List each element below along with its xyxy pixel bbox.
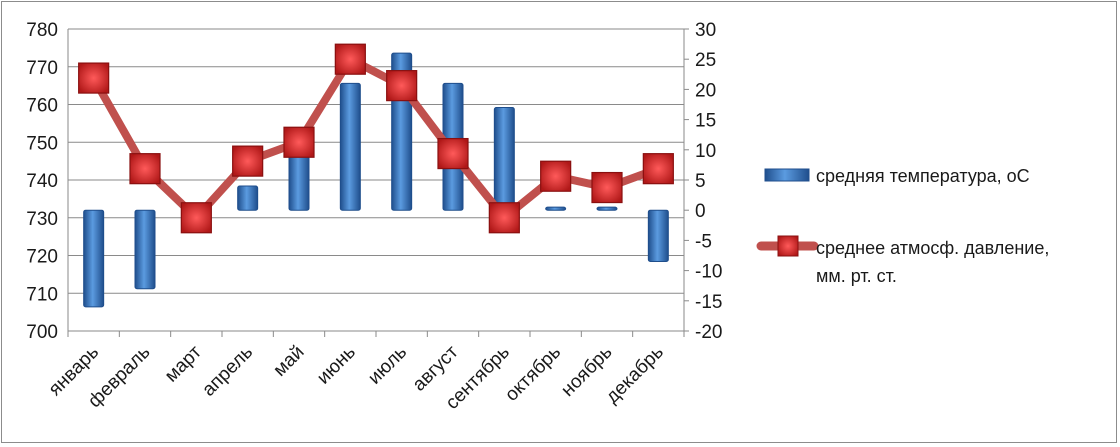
pressure-line xyxy=(78,43,674,234)
gridlines xyxy=(68,28,684,332)
x-category-label: декабрь xyxy=(602,342,668,408)
pressure-marker xyxy=(642,153,674,185)
temperature-bar xyxy=(647,209,669,263)
legend-temperature-label: средняя температура, оС xyxy=(816,166,1030,186)
pressure-marker xyxy=(129,153,161,185)
y-right-tick-label: -10 xyxy=(695,262,722,283)
y-left-tick-label: 740 xyxy=(26,171,58,192)
y-right-tick-label: 15 xyxy=(695,111,716,132)
x-category-label: март xyxy=(161,341,206,386)
pressure-marker xyxy=(334,43,366,75)
pressure-marker xyxy=(283,126,315,158)
temperature-bar xyxy=(288,155,310,211)
temperature-bar xyxy=(596,206,618,211)
x-category-label: июль xyxy=(364,342,411,389)
y-left-tick-label: 720 xyxy=(26,247,58,268)
y-right-tick-label: -15 xyxy=(695,292,722,313)
x-category-label: апрель xyxy=(198,342,257,401)
combo-chart: 700 710 720 730 740 750 760 770 780 -20 -15 -10 -5 0 5… xyxy=(26,20,1049,414)
pressure-marker xyxy=(437,137,469,170)
y-right-tick-label: 0 xyxy=(695,201,706,222)
y-left-tick-label: 770 xyxy=(26,58,58,79)
pressure-marker xyxy=(540,160,572,192)
x-category-label: май xyxy=(269,342,308,381)
legend-pressure-label-line2: мм. рт. ст. xyxy=(816,266,897,286)
temperature-bar xyxy=(339,82,361,211)
y-right-tick-label: 25 xyxy=(695,50,716,71)
pressure-marker xyxy=(180,202,212,234)
pressure-marker xyxy=(488,202,520,234)
legend: средняя температура, оС среднее атмосф. … xyxy=(756,166,1049,286)
pressure-marker xyxy=(232,145,264,177)
x-category-label: октябрь xyxy=(501,342,565,406)
y-right-tick-label: 30 xyxy=(695,20,716,41)
y-left-tick-label: 750 xyxy=(26,133,58,154)
y-left-tick-label: 700 xyxy=(26,322,58,343)
y-right-tick-label: -5 xyxy=(695,231,712,252)
legend-item-pressure: среднее атмосф. давление, мм. рт. ст. xyxy=(756,235,1049,286)
y-right-tick-label: 10 xyxy=(695,141,716,162)
y-left-tick-label: 780 xyxy=(26,20,58,41)
temperature-bar xyxy=(237,185,259,211)
temperature-bars xyxy=(83,52,669,308)
pressure-marker xyxy=(591,171,623,204)
legend-pressure-label-line1: среднее атмосф. давление, xyxy=(816,238,1049,258)
pressure-marker xyxy=(386,70,418,102)
y-left-tick-label: 710 xyxy=(26,284,58,305)
legend-marker-swatch xyxy=(777,235,799,257)
pressure-series-line xyxy=(89,55,663,222)
y-left-tick-label: 730 xyxy=(26,209,58,230)
temperature-bar xyxy=(134,209,156,290)
temperature-bar xyxy=(83,209,105,308)
legend-bar-swatch xyxy=(764,168,810,182)
y-left-tick-label: 760 xyxy=(26,96,58,117)
y-right-tick-label: 5 xyxy=(695,171,706,192)
temperature-bar xyxy=(493,107,515,211)
y-right-tick-label: -20 xyxy=(695,322,722,343)
pressure-marker xyxy=(78,62,110,94)
legend-item-temperature: средняя температура, оС xyxy=(764,166,1030,186)
temperature-bar xyxy=(545,206,567,211)
axes: 700 710 720 730 740 750 760 770 780 -20 -15 -10 -5 0 5… xyxy=(26,20,722,343)
y-right-tick-label: 20 xyxy=(695,80,716,101)
x-category-label: июнь xyxy=(313,342,360,389)
